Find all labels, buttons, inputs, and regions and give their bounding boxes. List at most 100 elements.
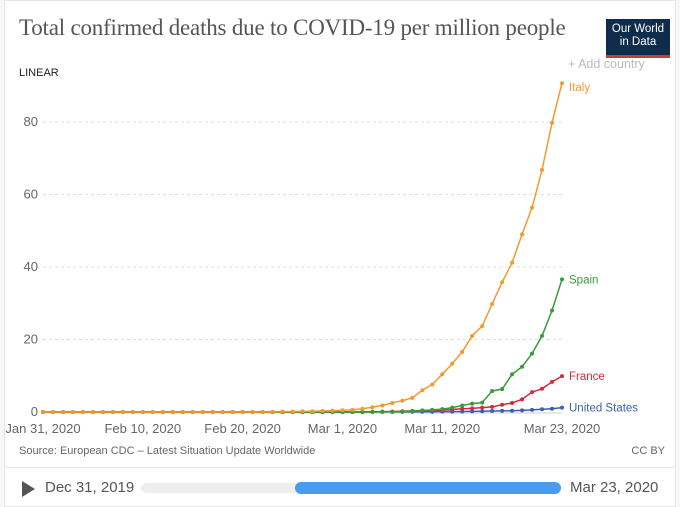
data-point	[140, 410, 145, 414]
data-point	[390, 400, 395, 405]
owid-logo[interactable]: Our World in Data	[606, 19, 670, 58]
data-point	[160, 410, 165, 414]
series-label[interactable]: United States	[569, 403, 638, 415]
scale-toggle[interactable]: LINEAR	[19, 67, 59, 79]
x-tick-label: Jan 31, 2020	[5, 421, 80, 436]
data-point	[550, 308, 555, 313]
data-point	[410, 395, 415, 400]
data-point	[460, 349, 465, 354]
data-point	[530, 390, 535, 395]
data-point	[470, 401, 475, 406]
data-point	[470, 409, 475, 414]
data-point	[480, 409, 485, 414]
data-point	[300, 409, 305, 414]
data-point	[170, 410, 175, 414]
y-tick-label: 60	[24, 187, 38, 202]
data-point	[490, 409, 495, 414]
data-point	[100, 410, 105, 414]
data-point	[420, 388, 425, 393]
data-point	[320, 408, 325, 413]
data-point	[400, 398, 405, 403]
y-tick-label: 0	[31, 404, 38, 419]
license-link[interactable]: CC BY	[631, 445, 665, 457]
series-line-italy	[43, 83, 563, 413]
data-point	[400, 409, 405, 414]
data-point	[200, 410, 205, 414]
data-point	[560, 374, 564, 379]
x-tick-label: Feb 20, 2020	[204, 421, 281, 436]
data-point	[150, 410, 155, 414]
data-point	[510, 372, 515, 377]
series-line-spain	[43, 279, 563, 413]
data-point	[510, 400, 515, 405]
data-point	[260, 410, 265, 414]
data-point	[420, 408, 425, 413]
series-label[interactable]: France	[569, 371, 605, 383]
data-point	[520, 232, 525, 237]
data-point	[310, 409, 315, 414]
chart-title: Total confirmed deaths due to COVID-19 p…	[19, 15, 566, 40]
data-point	[390, 409, 395, 414]
data-point	[480, 324, 485, 329]
series-line-france	[43, 375, 563, 413]
data-point	[530, 205, 535, 210]
data-point	[380, 409, 385, 414]
x-tick-label: Mar 23, 2020	[524, 421, 601, 436]
data-point	[440, 407, 445, 412]
data-point	[540, 407, 545, 412]
data-point	[460, 403, 465, 408]
source-note[interactable]: Source: European CDC – Latest Situation …	[19, 445, 316, 457]
series-label[interactable]: Spain	[569, 274, 598, 286]
data-point	[80, 410, 85, 414]
data-point	[370, 405, 375, 410]
data-point	[530, 351, 535, 356]
data-point	[460, 406, 465, 411]
data-point	[520, 364, 525, 369]
data-point	[550, 379, 555, 384]
data-point	[560, 81, 564, 86]
data-point	[290, 409, 295, 414]
timeline-end-label: Mar 23, 2020	[570, 479, 659, 496]
data-point	[540, 386, 545, 391]
data-point	[500, 280, 505, 285]
data-point	[510, 408, 515, 413]
y-tick-label: 20	[24, 332, 38, 347]
x-tick-label: Mar 11, 2020	[404, 421, 480, 436]
data-point	[500, 402, 505, 407]
x-tick-label: Feb 10, 2020	[104, 421, 181, 436]
data-point	[41, 410, 45, 414]
data-point	[330, 408, 335, 413]
data-point	[370, 409, 375, 414]
timeline-range[interactable]	[295, 482, 561, 494]
data-point	[250, 410, 255, 414]
data-point	[350, 407, 355, 412]
data-point	[360, 409, 365, 414]
play-icon[interactable]	[22, 481, 35, 497]
data-point	[280, 409, 285, 414]
data-point	[520, 408, 525, 413]
data-point	[500, 387, 505, 392]
x-tick-label: Mar 1, 2020	[308, 421, 377, 436]
data-point	[550, 120, 555, 125]
data-point	[540, 167, 545, 172]
data-point	[410, 409, 415, 414]
data-point	[110, 410, 115, 414]
divider	[5, 467, 675, 468]
data-point	[430, 407, 435, 412]
data-point	[440, 372, 445, 377]
data-point	[530, 407, 535, 412]
data-point	[380, 403, 385, 408]
data-point	[450, 405, 455, 410]
data-point	[70, 410, 75, 414]
add-country-button[interactable]: + Add country	[568, 57, 645, 71]
data-point	[130, 410, 135, 414]
data-point	[60, 410, 65, 414]
data-point	[360, 406, 365, 411]
data-point	[470, 406, 475, 411]
data-point	[90, 410, 95, 414]
series-label[interactable]: Italy	[569, 82, 590, 94]
data-point	[120, 410, 125, 414]
data-point	[520, 397, 525, 402]
chart-card: Total confirmed deaths due to COVID-19 p…	[4, 0, 676, 507]
data-point	[490, 404, 495, 409]
